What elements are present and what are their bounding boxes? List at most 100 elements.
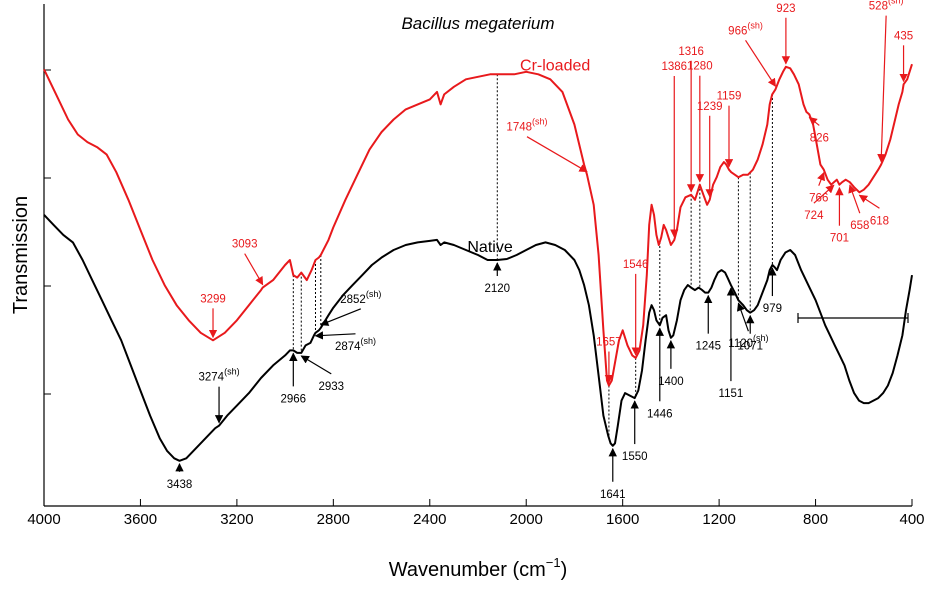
peak-label-value: 3274: [198, 372, 224, 384]
peak-label-value: 1280: [687, 61, 713, 73]
peak-label-1657: 1657: [596, 337, 622, 349]
peak-label-value: 3299: [200, 293, 226, 305]
peak-label-value: 1641: [600, 489, 626, 501]
x-tick-label: 2400: [413, 511, 446, 528]
peak-label-sh: (sh): [224, 367, 240, 377]
peak-label-701: 701: [830, 233, 849, 245]
peak-label-value: 3438: [167, 479, 193, 491]
annotation-arrow: [808, 116, 820, 126]
peak-label-435: 435: [894, 30, 913, 42]
peak-label-value: 923: [776, 3, 795, 15]
peak-label-sh: (sh): [888, 0, 904, 6]
peak-label-value: 1386: [661, 61, 687, 73]
peak-label-value: 701: [830, 233, 849, 245]
peak-label-value: 435: [894, 30, 913, 42]
peak-label-1316: 1316: [678, 46, 704, 58]
peak-label-value: 1159: [717, 91, 742, 103]
peak-label-1546: 1546: [623, 259, 649, 271]
peak-label-value: 826: [810, 132, 829, 144]
peak-label-value: 1151: [719, 388, 744, 400]
x-axis-title: Wavenumber (cm−1): [389, 555, 568, 581]
annotation-arrow: [848, 184, 861, 214]
annotation-arrow: [813, 184, 835, 204]
x-tick-label: 400: [899, 511, 924, 528]
peak-label-1386: 1386: [661, 61, 687, 73]
peak-label-value: 1657: [596, 337, 622, 349]
peak-label-value: 1316: [678, 46, 704, 58]
peak-label-2874: 2874(sh): [335, 336, 376, 353]
annotation-arrow: [858, 194, 880, 209]
peak-label-value: 1239: [697, 101, 723, 113]
peak-label-value: 1071: [737, 341, 763, 353]
y-axis-title: Transmission: [10, 196, 32, 314]
annotation-arrow: [736, 302, 749, 332]
peak-label-value: 2966: [281, 393, 307, 405]
peak-label-value: 1400: [658, 376, 684, 388]
peak-label-2120: 2120: [484, 283, 510, 295]
x-tick-label: 3600: [124, 511, 157, 528]
peak-label-value: 1748: [506, 122, 532, 134]
peak-label-1239: 1239: [697, 101, 723, 113]
series-group: [43, 63, 913, 462]
peak-label-923: 923: [776, 3, 795, 15]
peak-label-618: 618: [870, 215, 889, 227]
peak-label-3299: 3299: [200, 293, 226, 305]
peak-label-value: 1546: [623, 259, 649, 271]
peak-label-value: 966: [728, 25, 747, 37]
annotation-arrow: [314, 331, 356, 340]
peak-label-value: 658: [850, 220, 869, 232]
peak-label-1748: 1748(sh): [506, 117, 547, 134]
annotation-arrow: [745, 40, 777, 88]
peak-label-value: 1446: [647, 408, 673, 420]
x-tick-label: 2000: [510, 511, 543, 528]
series-label-native: Native: [467, 239, 512, 256]
series-label-cr-loaded: Cr-loaded: [520, 57, 590, 74]
x-axis-title-end: ): [561, 559, 568, 581]
peak-label-1151: 1151: [719, 388, 744, 400]
series-line-cr-loaded: [43, 63, 913, 387]
peak-label-value: 3093: [232, 239, 258, 251]
peak-label-3438: 3438: [167, 479, 193, 491]
peak-label-1400: 1400: [658, 376, 684, 388]
peak-label-1071: 1071: [737, 341, 763, 353]
peak-label-value: 724: [804, 210, 824, 222]
x-axis-title-sup: −1: [546, 555, 561, 570]
peak-label-724: 724: [804, 210, 824, 222]
annotation-arrow: [817, 171, 825, 186]
peak-label-value: 1550: [622, 451, 648, 463]
peak-label-1446: 1446: [647, 408, 673, 420]
peak-label-sh: (sh): [366, 289, 382, 299]
guide-lines: [292, 74, 773, 438]
peak-label-826: 826: [810, 132, 829, 144]
peak-label-value: 2933: [318, 381, 344, 393]
peak-label-2933: 2933: [318, 381, 344, 393]
peak-label-value: 2874: [335, 341, 361, 353]
peak-label-value: 2852: [340, 294, 366, 306]
x-tick-label: 800: [803, 511, 828, 528]
x-tick-label: 4000: [27, 511, 60, 528]
peak-label-sh: (sh): [747, 20, 763, 30]
x-axis-ticks: 4000 3600 3200 2800 2400 2000 1600 1200 800 400: [27, 499, 925, 528]
annotation-arrow: [300, 355, 332, 375]
x-tick-label: 3200: [220, 511, 253, 528]
annotation-arrow: [877, 15, 887, 163]
peak-label-1159: 1159: [717, 91, 742, 103]
peak-label-2966: 2966: [281, 393, 307, 405]
peak-label-1245: 1245: [695, 341, 721, 353]
peak-label-1120: 1120(sh): [728, 333, 768, 350]
peak-label-value: 1245: [695, 341, 721, 353]
series-labels-group: Cr-loaded Native: [467, 57, 590, 256]
peak-label-value: 2120: [484, 283, 510, 295]
peak-label-1641: 1641: [600, 489, 626, 501]
peak-label-sh: (sh): [361, 336, 377, 346]
series-line-native: [43, 214, 913, 462]
peak-label-3274: 3274(sh): [198, 367, 239, 384]
peak-label-value: 618: [870, 215, 889, 227]
peak-label-value: 979: [763, 303, 782, 315]
annotation-arrow: [526, 136, 588, 173]
x-axis-title-main: Wavenumber (cm: [389, 559, 546, 581]
peak-label-value: 528: [869, 1, 888, 13]
peak-label-sh: (sh): [532, 117, 548, 127]
peak-label-1280: 1280: [687, 61, 713, 73]
